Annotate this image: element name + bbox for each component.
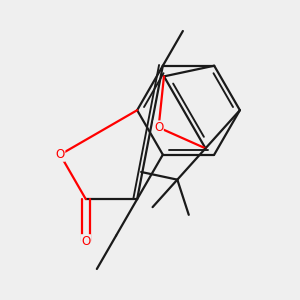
Text: O: O bbox=[56, 148, 65, 161]
Text: O: O bbox=[154, 121, 163, 134]
Text: O: O bbox=[81, 235, 90, 248]
